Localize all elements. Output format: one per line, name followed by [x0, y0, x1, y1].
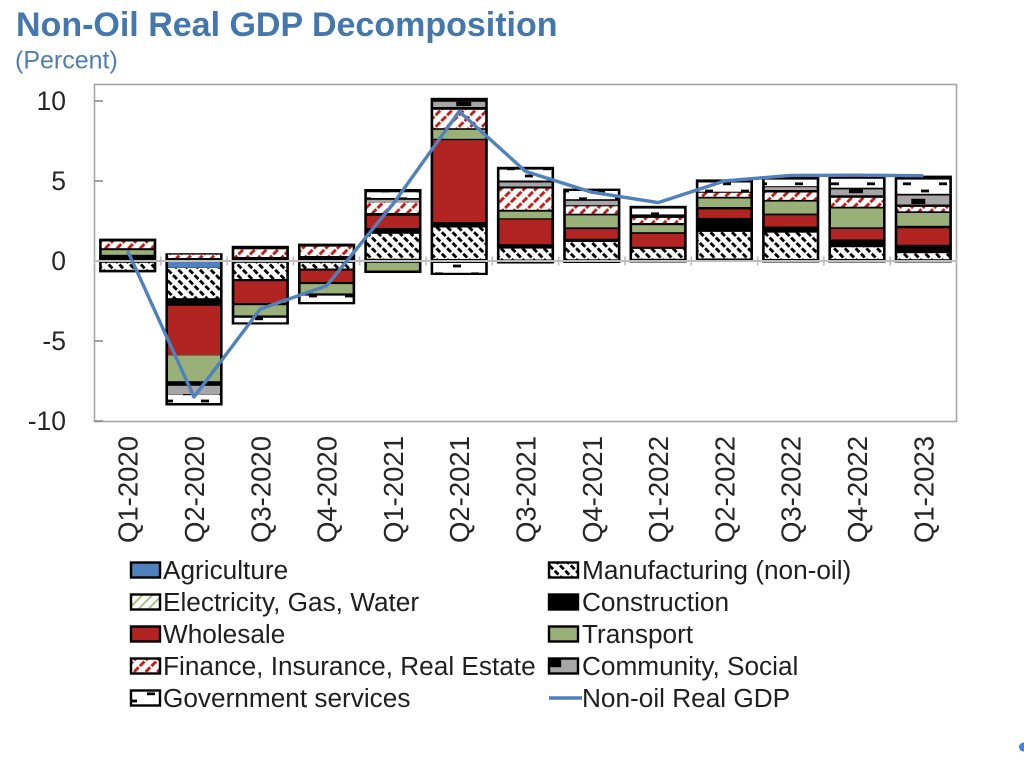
- svg-text:Q3-2020: Q3-2020: [245, 436, 276, 543]
- svg-text:-5: -5: [42, 326, 66, 356]
- svg-text:-10: -10: [28, 406, 66, 436]
- svg-text:5: 5: [51, 166, 66, 196]
- svg-text:Non-oil Real GDP: Non-oil Real GDP: [582, 683, 790, 713]
- svg-text:Q3-2021: Q3-2021: [511, 436, 542, 543]
- svg-text:Q1-2020: Q1-2020: [113, 436, 144, 543]
- svg-text:Q4-2021: Q4-2021: [577, 436, 608, 543]
- svg-text:Government services: Government services: [163, 683, 410, 713]
- svg-text:Q3-2022: Q3-2022: [776, 436, 807, 543]
- svg-text:Q2-2022: Q2-2022: [709, 436, 740, 543]
- svg-text:Manufacturing (non-oil): Manufacturing (non-oil): [582, 555, 851, 585]
- svg-text:Agriculture: Agriculture: [163, 555, 288, 585]
- svg-text:Construction: Construction: [582, 587, 729, 617]
- svg-text:Wholesale: Wholesale: [163, 619, 285, 649]
- svg-text:Q4-2022: Q4-2022: [842, 436, 873, 543]
- svg-text:10: 10: [37, 86, 66, 116]
- svg-text:Q4-2020: Q4-2020: [312, 436, 343, 543]
- svg-text:(Percent): (Percent): [15, 47, 118, 75]
- svg-text:Q1-2023: Q1-2023: [908, 436, 939, 543]
- svg-text:Q1-2021: Q1-2021: [378, 436, 409, 543]
- svg-text:Electricity, Gas, Water: Electricity, Gas, Water: [163, 587, 419, 617]
- svg-text:Q2-2020: Q2-2020: [179, 436, 210, 543]
- svg-text:Community, Social: Community, Social: [582, 651, 798, 681]
- svg-text:Transport: Transport: [582, 619, 694, 649]
- svg-text:Non-Oil Real GDP Decomposition: Non-Oil Real GDP Decomposition: [16, 6, 558, 44]
- svg-text:Finance, Insurance, Real Estat: Finance, Insurance, Real Estate: [163, 651, 536, 681]
- svg-text:Q2-2021: Q2-2021: [444, 436, 475, 543]
- svg-text:Q1-2022: Q1-2022: [643, 436, 674, 543]
- svg-text:0: 0: [51, 246, 66, 276]
